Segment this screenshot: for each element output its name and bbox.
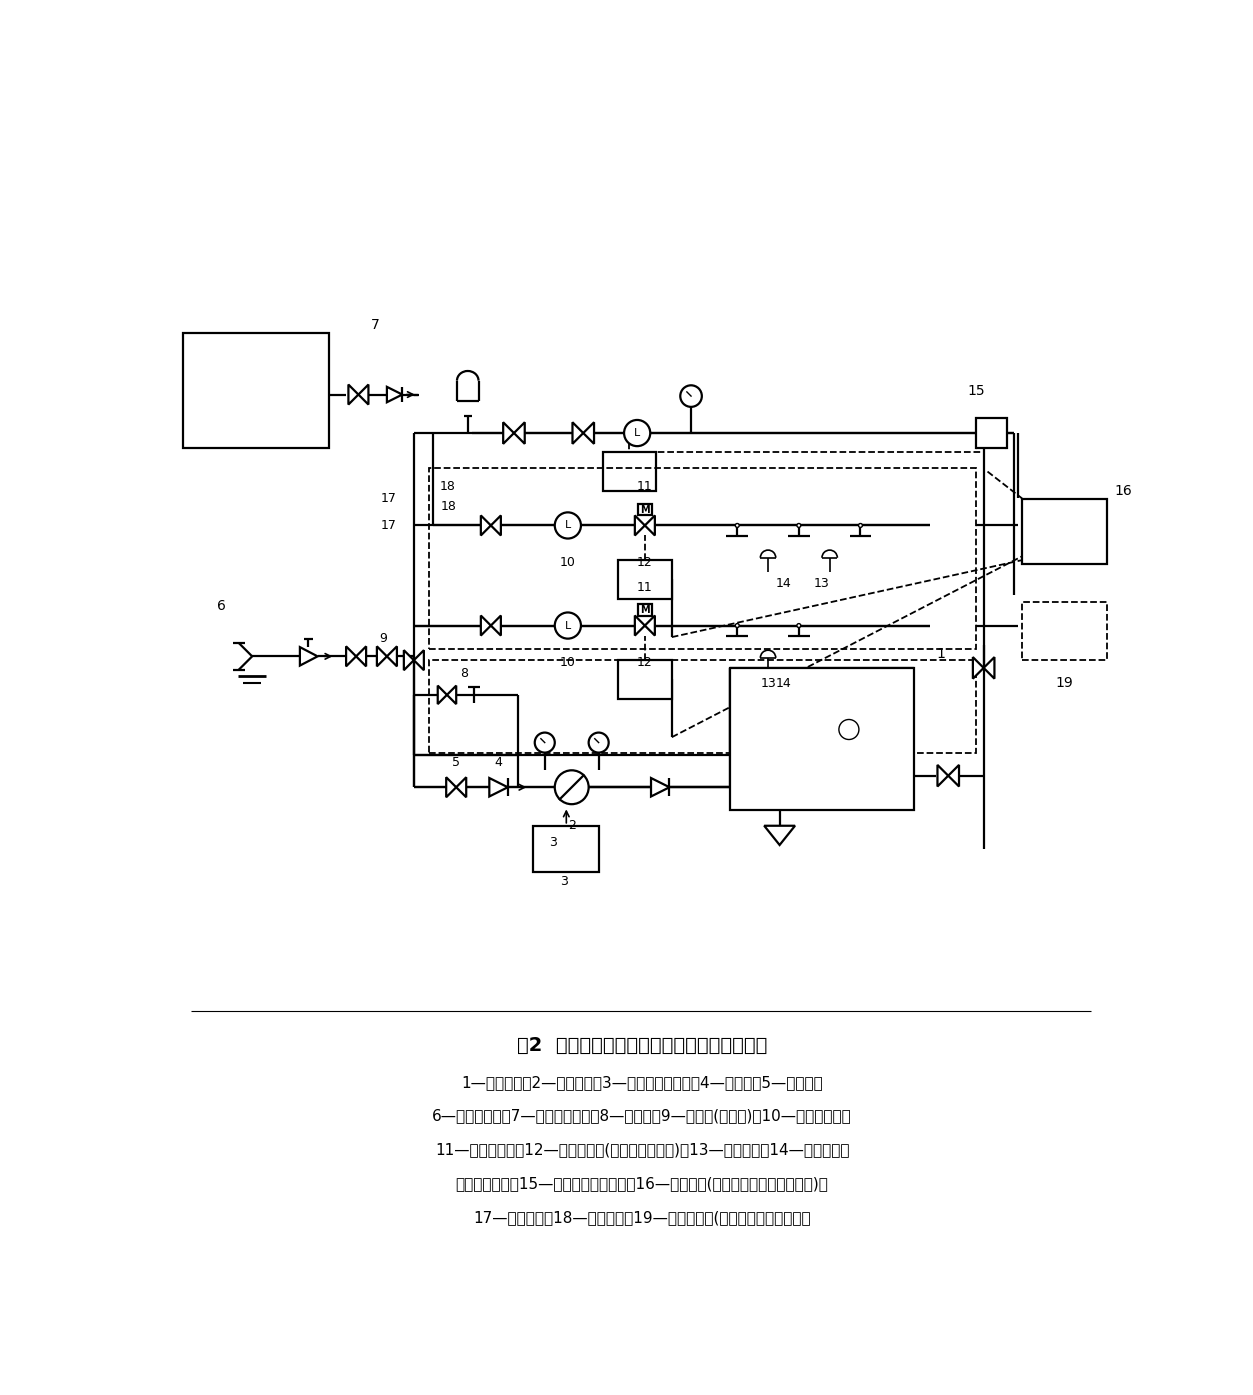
Polygon shape <box>937 764 949 787</box>
Polygon shape <box>491 615 501 636</box>
Text: L: L <box>565 621 571 631</box>
Circle shape <box>797 624 801 628</box>
Text: 6—水泵接合器；7—高位消防水箱；8—泄压阀；9—检修阀(信号阀)；10—水流指示器；: 6—水泵接合器；7—高位消防水箱；8—泄压阀；9—检修阀(信号阀)；10—水流指… <box>432 1109 852 1123</box>
Circle shape <box>736 624 739 628</box>
Circle shape <box>589 732 609 752</box>
Polygon shape <box>387 646 397 667</box>
Polygon shape <box>447 685 456 704</box>
Text: 12: 12 <box>637 557 653 569</box>
Polygon shape <box>346 646 356 667</box>
Text: 4: 4 <box>495 756 502 769</box>
Bar <box>1022 498 1106 564</box>
Text: 射流灭火装置；15—模拟末端试水装置；16—控制装置(控制主机、现场控制箱等)；: 射流灭火装置；15—模拟末端试水装置；16—控制装置(控制主机、现场控制箱等)； <box>456 1176 828 1191</box>
Polygon shape <box>387 386 402 402</box>
Polygon shape <box>490 778 507 797</box>
Text: 3: 3 <box>560 875 568 887</box>
Polygon shape <box>652 778 669 797</box>
Circle shape <box>797 523 801 527</box>
Bar <box>729 668 915 810</box>
Text: 1—消防水池；2—消防水泵；3—消防水泵控制柜；4—止回阀；5—手动阀；: 1—消防水池；2—消防水泵；3—消防水泵控制柜；4—止回阀；5—手动阀； <box>461 1074 823 1089</box>
Text: 9: 9 <box>378 632 387 644</box>
Text: 8: 8 <box>460 667 467 679</box>
Bar <box>638 504 652 515</box>
Bar <box>603 452 657 491</box>
Polygon shape <box>764 826 794 845</box>
Text: 12: 12 <box>637 656 653 670</box>
Polygon shape <box>348 385 358 405</box>
Circle shape <box>624 420 650 446</box>
Text: 5: 5 <box>452 756 460 769</box>
Polygon shape <box>377 646 387 667</box>
Text: 10: 10 <box>560 656 576 670</box>
Text: 18: 18 <box>440 480 455 494</box>
Text: L: L <box>634 428 640 438</box>
Circle shape <box>535 732 555 752</box>
Text: 18: 18 <box>441 499 456 513</box>
Text: 11: 11 <box>637 580 653 593</box>
Polygon shape <box>481 615 491 636</box>
Polygon shape <box>635 615 645 636</box>
Polygon shape <box>413 650 424 670</box>
Bar <box>976 417 1006 448</box>
Polygon shape <box>972 657 984 679</box>
Polygon shape <box>635 515 645 536</box>
Polygon shape <box>984 657 995 679</box>
Polygon shape <box>504 423 514 444</box>
Text: 10: 10 <box>560 557 576 569</box>
Polygon shape <box>573 423 583 444</box>
Circle shape <box>555 612 581 639</box>
Text: 13: 13 <box>814 576 829 590</box>
Text: 2: 2 <box>568 819 575 833</box>
Polygon shape <box>358 385 368 405</box>
Bar <box>1022 603 1106 660</box>
Text: 1: 1 <box>937 647 946 661</box>
Circle shape <box>858 523 862 527</box>
Text: 15: 15 <box>967 384 985 398</box>
Text: 14: 14 <box>776 576 792 590</box>
Text: 16: 16 <box>1115 484 1133 498</box>
Circle shape <box>680 385 702 407</box>
Circle shape <box>555 512 581 538</box>
Text: 17: 17 <box>381 519 397 531</box>
Bar <box>618 561 672 598</box>
Text: 19: 19 <box>1055 677 1074 691</box>
Bar <box>430 660 976 752</box>
Bar <box>183 333 330 448</box>
Text: L: L <box>565 520 571 530</box>
Polygon shape <box>299 647 317 665</box>
Text: 11—控制模块箱；12—自动控制阀(电磁阀或电动阀)；13—探测装置；14—喷洒型自动: 11—控制模块箱；12—自动控制阀(电磁阀或电动阀)；13—探测装置；14—喷洒… <box>435 1143 850 1158</box>
Circle shape <box>736 523 739 527</box>
Circle shape <box>840 720 858 739</box>
Text: 6: 6 <box>217 600 226 614</box>
Text: 11: 11 <box>637 480 653 494</box>
Text: 7: 7 <box>371 318 380 332</box>
Polygon shape <box>356 646 366 667</box>
Polygon shape <box>645 615 655 636</box>
Text: 13: 13 <box>761 677 776 689</box>
Polygon shape <box>949 764 959 787</box>
Polygon shape <box>491 515 501 536</box>
Polygon shape <box>481 515 491 536</box>
Text: 图2  喷洒型自动射流灭火系统基本组成示意图: 图2 喷洒型自动射流灭火系统基本组成示意图 <box>517 1035 767 1055</box>
Text: 17—供水管网；18—供水支管；19—联动控制器(或自动报警系统主机）: 17—供水管网；18—供水支管；19—联动控制器(或自动报警系统主机） <box>474 1211 811 1225</box>
Polygon shape <box>403 650 413 670</box>
Polygon shape <box>514 423 525 444</box>
Bar <box>430 467 976 649</box>
Circle shape <box>555 770 589 804</box>
Text: 14: 14 <box>776 677 792 689</box>
Bar <box>618 660 672 699</box>
Polygon shape <box>437 685 447 704</box>
Bar <box>534 826 599 872</box>
Polygon shape <box>583 423 594 444</box>
Text: M: M <box>640 605 649 615</box>
Text: 3: 3 <box>549 836 556 850</box>
Bar <box>638 604 652 615</box>
Polygon shape <box>446 777 456 798</box>
Text: 17: 17 <box>381 492 397 505</box>
Polygon shape <box>456 777 466 798</box>
Polygon shape <box>645 515 655 536</box>
Text: M: M <box>640 505 649 515</box>
